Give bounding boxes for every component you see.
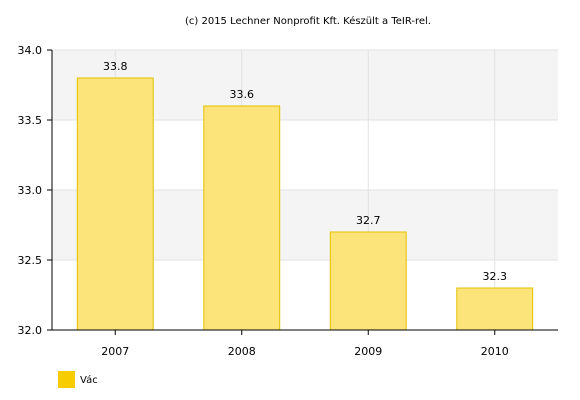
x-tick-label: 2008 [228, 345, 256, 358]
legend[interactable]: Vác [58, 371, 98, 388]
y-tick-label: 34.0 [18, 44, 43, 57]
y-tick-label: 33.5 [18, 114, 43, 127]
chart-title: (c) 2015 Lechner Nonprofit Kft. Készült … [185, 15, 431, 27]
bar-2007[interactable] [76, 77, 154, 331]
y-tick-label: 32.0 [18, 324, 43, 337]
data-label: 32.3 [483, 270, 508, 283]
bars [76, 77, 534, 331]
x-tick-label: 2007 [101, 345, 129, 358]
bar-2008[interactable] [203, 105, 281, 331]
legend-label: Vác [80, 374, 98, 386]
tick-labels: 33.8 33.6 32.7 32.3 32.0 32.5 33.0 33.5 34.0 2007… [18, 44, 509, 358]
data-label: 32.7 [356, 214, 381, 227]
y-tick-label: 33.0 [18, 184, 43, 197]
x-tick-label: 2010 [481, 345, 509, 358]
bar-2010[interactable] [456, 287, 534, 331]
legend-swatch [58, 371, 75, 388]
axes [47, 49, 558, 335]
y-tick-label: 32.5 [18, 254, 43, 267]
data-label: 33.8 [103, 60, 128, 73]
bar-2009[interactable] [329, 231, 407, 331]
data-label: 33.6 [230, 88, 255, 101]
x-tick-label: 2009 [354, 345, 382, 358]
